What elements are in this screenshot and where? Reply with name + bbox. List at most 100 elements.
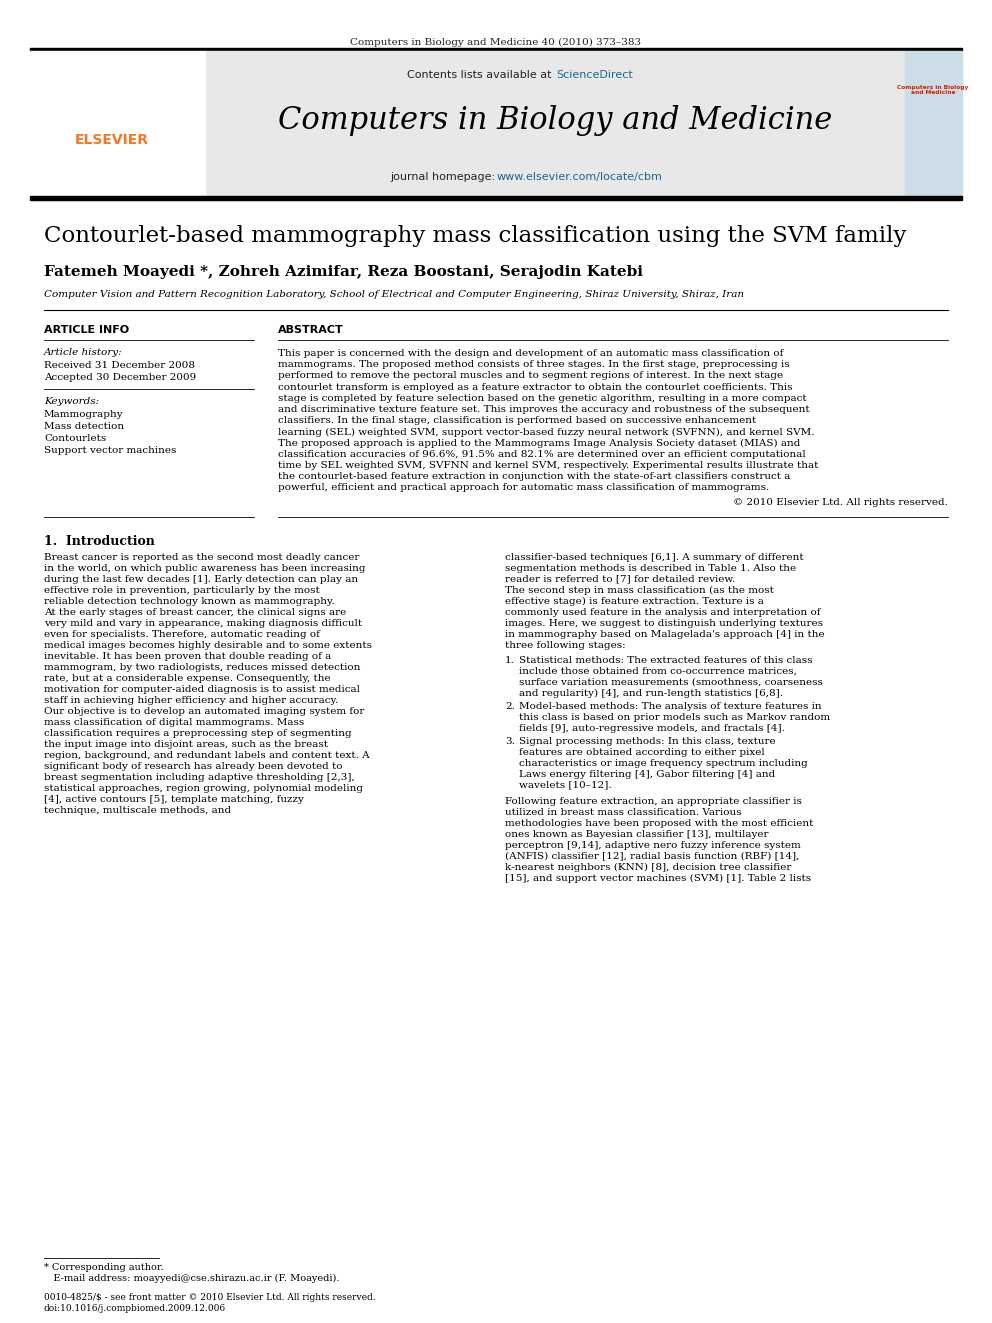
Text: Contourlets: Contourlets <box>44 434 106 443</box>
Text: mass classification of digital mammograms. Mass: mass classification of digital mammogram… <box>44 717 305 726</box>
Text: even for specialists. Therefore, automatic reading of: even for specialists. Therefore, automat… <box>44 630 319 639</box>
Text: Computers in Biology
and Medicine: Computers in Biology and Medicine <box>898 85 968 95</box>
Text: the input image into disjoint areas, such as the breast: the input image into disjoint areas, suc… <box>44 740 328 749</box>
Text: surface variation measurements (smoothness, coarseness: surface variation measurements (smoothne… <box>519 677 823 687</box>
Text: Breast cancer is reported as the second most deadly cancer: Breast cancer is reported as the second … <box>44 553 359 561</box>
Text: This paper is concerned with the design and development of an automatic mass cla: This paper is concerned with the design … <box>278 349 784 359</box>
Text: © 2010 Elsevier Ltd. All rights reserved.: © 2010 Elsevier Ltd. All rights reserved… <box>733 497 948 507</box>
Text: learning (SEL) weighted SVM, support vector-based fuzzy neural network (SVFNN), : learning (SEL) weighted SVM, support vec… <box>278 427 814 437</box>
Text: ones known as Bayesian classifier [13], multilayer: ones known as Bayesian classifier [13], … <box>505 830 769 839</box>
Bar <box>30 196 962 200</box>
Text: performed to remove the pectoral muscles and to segment regions of interest. In : performed to remove the pectoral muscles… <box>278 372 783 381</box>
Text: significant body of research has already been devoted to: significant body of research has already… <box>44 762 342 770</box>
Text: and discriminative texture feature set. This improves the accuracy and robustnes: and discriminative texture feature set. … <box>278 405 809 414</box>
Text: Signal processing methods: In this class, texture: Signal processing methods: In this class… <box>519 737 776 746</box>
Text: [4], active contours [5], template matching, fuzzy: [4], active contours [5], template match… <box>44 795 304 803</box>
Text: time by SEL weighted SVM, SVFNN and kernel SVM, respectively. Experimental resul: time by SEL weighted SVM, SVFNN and kern… <box>278 460 818 470</box>
Text: motivation for computer-aided diagnosis is to assist medical: motivation for computer-aided diagnosis … <box>44 684 360 693</box>
Bar <box>30 48 962 52</box>
Text: The proposed approach is applied to the Mammograms Image Analysis Society datase: The proposed approach is applied to the … <box>278 439 801 447</box>
Text: 0010-4825/$ - see front matter © 2010 Elsevier Ltd. All rights reserved.: 0010-4825/$ - see front matter © 2010 El… <box>44 1293 376 1302</box>
Text: Mammography: Mammography <box>44 410 124 419</box>
Text: effective stage) is feature extraction. Texture is a: effective stage) is feature extraction. … <box>505 597 764 606</box>
Text: classifiers. In the final stage, classification is performed based on successive: classifiers. In the final stage, classif… <box>278 417 756 425</box>
Text: breast segmentation including adaptive thresholding [2,3],: breast segmentation including adaptive t… <box>44 773 355 782</box>
Bar <box>30 52 205 196</box>
Text: 1.  Introduction: 1. Introduction <box>44 534 155 548</box>
Text: At the early stages of breast cancer, the clinical signs are: At the early stages of breast cancer, th… <box>44 607 346 617</box>
Bar <box>905 52 962 196</box>
Text: ARTICLE INFO: ARTICLE INFO <box>44 325 129 335</box>
Text: this class is based on prior models such as Markov random: this class is based on prior models such… <box>519 713 830 721</box>
Text: technique, multiscale methods, and: technique, multiscale methods, and <box>44 806 231 815</box>
Text: E-mail address: moayyedi@cse.shirazu.ac.ir (F. Moayedi).: E-mail address: moayyedi@cse.shirazu.ac.… <box>44 1274 339 1283</box>
Text: * Corresponding author.: * Corresponding author. <box>44 1263 164 1271</box>
Text: stage is completed by feature selection based on the genetic algorithm, resultin: stage is completed by feature selection … <box>278 394 806 402</box>
Text: Keywords:: Keywords: <box>44 397 99 406</box>
Text: mammogram, by two radiologists, reduces missed detection: mammogram, by two radiologists, reduces … <box>44 663 360 672</box>
Text: classification accuracies of 96.6%, 91.5% and 82.1% are determined over an effic: classification accuracies of 96.6%, 91.5… <box>278 450 806 459</box>
Text: Support vector machines: Support vector machines <box>44 446 177 455</box>
Text: Following feature extraction, an appropriate classifier is: Following feature extraction, an appropr… <box>505 796 802 806</box>
Text: ELSEVIER: ELSEVIER <box>75 134 149 147</box>
Text: Statistical methods: The extracted features of this class: Statistical methods: The extracted featu… <box>519 656 812 664</box>
Text: effective role in prevention, particularly by the most: effective role in prevention, particular… <box>44 586 319 594</box>
Text: Contourlet-based mammography mass classification using the SVM family: Contourlet-based mammography mass classi… <box>44 225 907 247</box>
Text: Model-based methods: The analysis of texture features in: Model-based methods: The analysis of tex… <box>519 701 821 710</box>
Text: 1.: 1. <box>505 656 515 664</box>
Text: medical images becomes highly desirable and to some extents: medical images becomes highly desirable … <box>44 640 372 650</box>
Text: in mammography based on Malagelada's approach [4] in the: in mammography based on Malagelada's app… <box>505 630 824 639</box>
Text: wavelets [10–12].: wavelets [10–12]. <box>519 781 612 790</box>
Text: 3.: 3. <box>505 737 515 746</box>
Text: Laws energy filtering [4], Gabor filtering [4] and: Laws energy filtering [4], Gabor filteri… <box>519 770 776 779</box>
Text: ScienceDirect: ScienceDirect <box>556 70 633 79</box>
Text: during the last few decades [1]. Early detection can play an: during the last few decades [1]. Early d… <box>44 574 358 583</box>
Text: segmentation methods is described in Table 1. Also the: segmentation methods is described in Tab… <box>505 564 797 573</box>
Text: Mass detection: Mass detection <box>44 422 124 431</box>
Text: Received 31 December 2008: Received 31 December 2008 <box>44 361 195 370</box>
Text: www.elsevier.com/locate/cbm: www.elsevier.com/locate/cbm <box>497 172 663 183</box>
Text: contourlet transform is employed as a feature extractor to obtain the contourlet: contourlet transform is employed as a fe… <box>278 382 793 392</box>
Text: commonly used feature in the analysis and interpretation of: commonly used feature in the analysis an… <box>505 607 820 617</box>
Text: staff in achieving higher efficiency and higher accuracy.: staff in achieving higher efficiency and… <box>44 696 338 705</box>
Text: k-nearest neighbors (KNN) [8], decision tree classifier: k-nearest neighbors (KNN) [8], decision … <box>505 863 792 872</box>
Text: the contourlet-based feature extraction in conjunction with the state-of-art cla: the contourlet-based feature extraction … <box>278 472 791 482</box>
Text: The second step in mass classification (as the most: The second step in mass classification (… <box>505 586 774 595</box>
Text: include those obtained from co-occurrence matrices,: include those obtained from co-occurrenc… <box>519 667 797 676</box>
Text: inevitable. It has been proven that double reading of a: inevitable. It has been proven that doub… <box>44 652 331 660</box>
Text: Our objective is to develop an automated imaging system for: Our objective is to develop an automated… <box>44 706 364 716</box>
Text: images. Here, we suggest to distinguish underlying textures: images. Here, we suggest to distinguish … <box>505 619 823 627</box>
Text: and regularity) [4], and run-length statistics [6,8].: and regularity) [4], and run-length stat… <box>519 688 783 697</box>
Text: classification requires a preprocessing step of segmenting: classification requires a preprocessing … <box>44 729 351 738</box>
Text: three following stages:: three following stages: <box>505 640 626 650</box>
Text: region, background, and redundant labels and content text. A: region, background, and redundant labels… <box>44 750 370 759</box>
Text: Computers in Biology and Medicine 40 (2010) 373–383: Computers in Biology and Medicine 40 (20… <box>350 38 642 48</box>
Text: Accepted 30 December 2009: Accepted 30 December 2009 <box>44 373 196 382</box>
Text: doi:10.1016/j.compbiomed.2009.12.006: doi:10.1016/j.compbiomed.2009.12.006 <box>44 1304 226 1312</box>
Text: mammograms. The proposed method consists of three stages. In the first stage, pr: mammograms. The proposed method consists… <box>278 360 790 369</box>
Text: statistical approaches, region growing, polynomial modeling: statistical approaches, region growing, … <box>44 783 363 792</box>
Text: classifier-based techniques [6,1]. A summary of different: classifier-based techniques [6,1]. A sum… <box>505 553 804 561</box>
Text: characteristics or image frequency spectrum including: characteristics or image frequency spect… <box>519 758 807 767</box>
Text: 2.: 2. <box>505 701 515 710</box>
Text: rate, but at a considerable expense. Consequently, the: rate, but at a considerable expense. Con… <box>44 673 330 683</box>
Text: in the world, on which public awareness has been increasing: in the world, on which public awareness … <box>44 564 365 573</box>
Text: ABSTRACT: ABSTRACT <box>278 325 344 335</box>
Text: reader is referred to [7] for detailed review.: reader is referred to [7] for detailed r… <box>505 574 735 583</box>
Text: utilized in breast mass classification. Various: utilized in breast mass classification. … <box>505 807 741 816</box>
Bar <box>205 52 905 196</box>
Text: Fatemeh Moayedi *, Zohreh Azimifar, Reza Boostani, Serajodin Katebi: Fatemeh Moayedi *, Zohreh Azimifar, Reza… <box>44 265 643 279</box>
Text: powerful, efficient and practical approach for automatic mass classification of : powerful, efficient and practical approa… <box>278 483 769 492</box>
Text: reliable detection technology known as mammography.: reliable detection technology known as m… <box>44 597 334 606</box>
Text: perceptron [9,14], adaptive nero fuzzy inference system: perceptron [9,14], adaptive nero fuzzy i… <box>505 840 801 849</box>
Text: very mild and vary in appearance, making diagnosis difficult: very mild and vary in appearance, making… <box>44 619 362 627</box>
Text: [15], and support vector machines (SVM) [1]. Table 2 lists: [15], and support vector machines (SVM) … <box>505 873 811 882</box>
Text: Computers in Biology and Medicine: Computers in Biology and Medicine <box>278 105 832 136</box>
Text: methodologies have been proposed with the most efficient: methodologies have been proposed with th… <box>505 819 813 828</box>
Text: features are obtained according to either pixel: features are obtained according to eithe… <box>519 747 765 757</box>
Text: Computer Vision and Pattern Recognition Laboratory, School of Electrical and Com: Computer Vision and Pattern Recognition … <box>44 290 744 299</box>
Text: Contents lists available at: Contents lists available at <box>407 70 555 79</box>
Text: Article history:: Article history: <box>44 348 123 357</box>
Text: fields [9], auto-regressive models, and fractals [4].: fields [9], auto-regressive models, and … <box>519 724 785 733</box>
Text: journal homepage:: journal homepage: <box>390 172 499 183</box>
